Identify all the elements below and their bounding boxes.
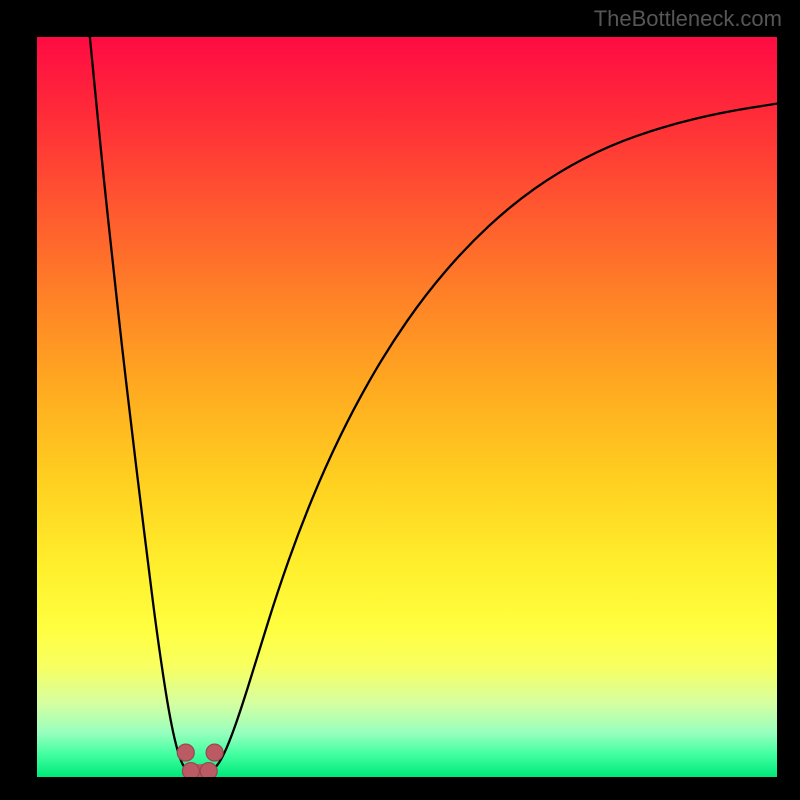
chart-container: TheBottleneck.com: [0, 0, 800, 800]
attribution-text: TheBottleneck.com: [594, 6, 782, 32]
marker-point: [177, 744, 194, 761]
curve-left-branch: [87, 37, 191, 771]
plot-area: [37, 37, 777, 777]
marker-point: [182, 763, 199, 777]
marker-point: [206, 744, 223, 761]
marker-point: [200, 763, 217, 777]
curve-layer: [37, 37, 777, 777]
curve-right-branch: [209, 104, 777, 771]
